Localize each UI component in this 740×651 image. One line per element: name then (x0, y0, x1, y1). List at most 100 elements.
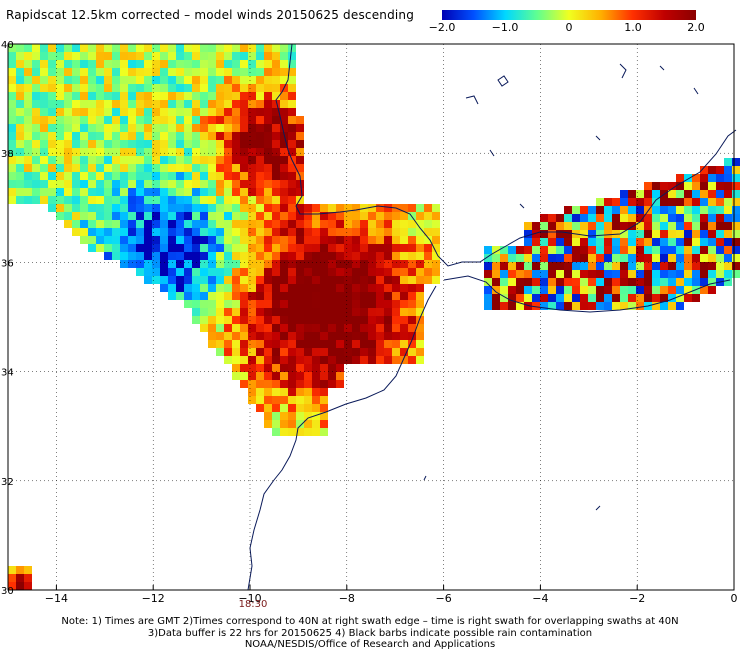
wind-cell (400, 260, 408, 268)
wind-cell (336, 348, 344, 356)
wind-cell (336, 220, 344, 228)
wind-cell (280, 348, 288, 356)
wind-cell (8, 132, 16, 140)
wind-cell (232, 188, 240, 196)
wind-cell (612, 270, 620, 278)
wind-cell (16, 140, 24, 148)
wind-cell (328, 204, 336, 212)
wind-cell (8, 124, 16, 132)
wind-cell (160, 108, 168, 116)
wind-cell (280, 372, 288, 380)
wind-cell (200, 100, 208, 108)
wind-cell (216, 164, 224, 172)
wind-cell (168, 140, 176, 148)
wind-cell (144, 52, 152, 60)
wind-cell (232, 84, 240, 92)
wind-cell (612, 294, 620, 302)
wind-cell (152, 60, 160, 68)
wind-cell (612, 262, 620, 270)
wind-cell (64, 196, 72, 204)
wind-cell (112, 132, 120, 140)
wind-cell (360, 348, 368, 356)
island-3 (619, 63, 627, 79)
wind-cell (288, 316, 296, 324)
wind-cell (152, 204, 160, 212)
wind-cell (612, 214, 620, 222)
wind-cell (40, 148, 48, 156)
wind-cell (376, 220, 384, 228)
wind-cell (96, 148, 104, 156)
wind-cell (400, 308, 408, 316)
wind-cell (152, 220, 160, 228)
wind-cell (208, 156, 216, 164)
wind-cell (432, 244, 440, 252)
wind-cell (64, 132, 72, 140)
wind-cell (368, 284, 376, 292)
wind-cell (620, 270, 628, 278)
wind-cell (88, 196, 96, 204)
wind-cell (232, 60, 240, 68)
wind-cell (144, 188, 152, 196)
wind-cell (72, 52, 80, 60)
wind-cell (200, 124, 208, 132)
wind-cell (32, 60, 40, 68)
wind-cell (692, 238, 700, 246)
wind-cell (312, 260, 320, 268)
wind-cell (432, 260, 440, 268)
wind-cell (208, 228, 216, 236)
map-frame (7, 43, 735, 591)
wind-cell (208, 236, 216, 244)
wind-cell (556, 222, 564, 230)
wind-cell (104, 164, 112, 172)
wind-cell (256, 156, 264, 164)
wind-cell (644, 238, 652, 246)
wind-cell (104, 44, 112, 52)
wind-cell (56, 188, 64, 196)
wind-cell (184, 52, 192, 60)
wind-cell (392, 356, 400, 364)
wind-cell (288, 428, 296, 436)
wind-cell (80, 156, 88, 164)
wind-cell (208, 212, 216, 220)
wind-cell (216, 188, 224, 196)
wind-cell (708, 174, 716, 182)
wind-cell (208, 68, 216, 76)
wind-cell (432, 276, 440, 284)
wind-cell (416, 292, 424, 300)
wind-cell (288, 188, 296, 196)
wind-cell (144, 236, 152, 244)
wind-cell (80, 84, 88, 92)
wind-cell (336, 372, 344, 380)
wind-cell (120, 92, 128, 100)
wind-cell (256, 364, 264, 372)
wind-cell (32, 124, 40, 132)
wind-cell (716, 230, 724, 238)
wind-cell (328, 260, 336, 268)
wind-cell (732, 246, 740, 254)
wind-cell (40, 164, 48, 172)
wind-cell (532, 230, 540, 238)
note-line-3: NOAA/NESDIS/Office of Research and Appli… (244, 639, 496, 650)
wind-cell (168, 212, 176, 220)
wind-cell (88, 172, 96, 180)
wind-cell (48, 164, 56, 172)
wind-cell (732, 174, 740, 182)
wind-cell (272, 180, 280, 188)
wind-cell (296, 212, 304, 220)
wind-cell (232, 100, 240, 108)
wind-cell (652, 262, 660, 270)
wind-cell (136, 252, 144, 260)
wind-cell (352, 316, 360, 324)
wind-cell (500, 294, 508, 302)
wind-cell (240, 84, 248, 92)
wind-cell (652, 206, 660, 214)
wind-cell (160, 188, 168, 196)
wind-cell (168, 180, 176, 188)
wind-cell (296, 148, 304, 156)
wind-cell (184, 268, 192, 276)
wind-cell (128, 244, 136, 252)
coastline-north-africa (443, 275, 731, 313)
wind-cell (176, 236, 184, 244)
wind-cell (120, 260, 128, 268)
wind-cell (224, 252, 232, 260)
